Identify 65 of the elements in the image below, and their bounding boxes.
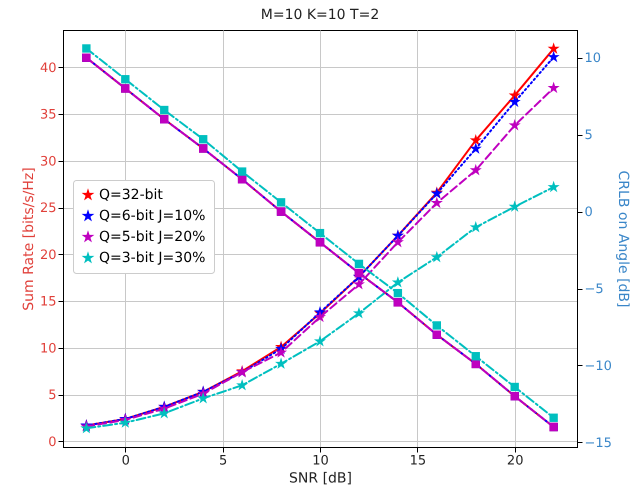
point — [470, 220, 482, 232]
x-tick-label: 15 — [410, 454, 426, 468]
point — [430, 250, 443, 262]
point — [276, 198, 286, 207]
y-tick-label: 20 — [40, 248, 56, 263]
y-tick-label: 10 — [40, 341, 56, 356]
y-tick-label: 30 — [40, 154, 56, 170]
x-tick-label: 5 — [219, 454, 228, 468]
point — [470, 164, 482, 176]
y-tick-label: 35 — [40, 108, 56, 123]
point — [508, 96, 521, 108]
y2-tick-label: 0 — [584, 205, 593, 220]
x-tick-label: 10 — [312, 454, 329, 468]
legend-label: Q=3-bit J=30% — [99, 250, 206, 266]
point — [548, 82, 560, 94]
point — [82, 44, 91, 53]
y2-tick-label: 5 — [584, 128, 593, 144]
point — [508, 119, 521, 130]
legend-label: Q=5-bit J=20% — [99, 229, 206, 245]
x-tick-label: 20 — [506, 454, 524, 468]
y2-axis-title: CRLB on Angle [dB] — [614, 170, 631, 308]
point — [392, 236, 404, 248]
point — [275, 346, 288, 358]
point — [548, 180, 560, 192]
point — [394, 288, 402, 298]
x-axis-title: SNR [dB] — [289, 470, 352, 486]
point — [199, 135, 208, 144]
point — [314, 335, 326, 346]
legend-label: Q=32-bit — [99, 187, 164, 203]
y-tick-label: 25 — [40, 201, 56, 216]
y-tick-label: 0 — [48, 434, 56, 450]
point — [470, 142, 482, 154]
point — [508, 200, 521, 212]
legend-label: Q=6-bit J=10% — [99, 208, 206, 224]
point — [238, 167, 246, 176]
y-tick-label: 40 — [40, 60, 56, 76]
point — [392, 276, 404, 288]
chart-title: M=10 K=10 T=2 — [260, 7, 380, 23]
point — [510, 382, 519, 392]
point — [549, 414, 558, 422]
point — [158, 407, 170, 418]
point — [472, 352, 480, 360]
y-tick-label: 15 — [40, 294, 56, 310]
point — [352, 306, 365, 318]
point — [470, 134, 482, 146]
point — [548, 42, 560, 54]
point — [316, 228, 324, 238]
point — [160, 106, 168, 114]
y-axis-title: Sum Rate [bits/s/Hz] — [20, 167, 37, 311]
point — [352, 278, 365, 290]
point — [314, 310, 326, 322]
y2-tick-label: −10 — [584, 358, 612, 374]
x-tick-label: 0 — [122, 454, 130, 468]
point — [236, 378, 248, 390]
point — [354, 260, 364, 268]
point — [432, 321, 441, 330]
y-tick-label: 5 — [48, 388, 56, 404]
point — [275, 357, 288, 369]
y2-tick-label: −15 — [584, 436, 612, 451]
point — [548, 50, 560, 62]
point — [430, 196, 443, 208]
point — [121, 75, 130, 84]
y2-tick-label: 10 — [584, 51, 602, 66]
point — [119, 416, 132, 428]
y2-tick-label: −5 — [584, 282, 604, 298]
